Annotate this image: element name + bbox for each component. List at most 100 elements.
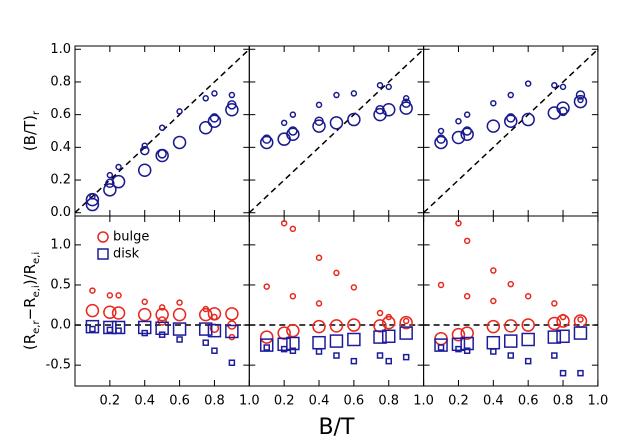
disk-marker — [202, 339, 209, 346]
disk-marker — [172, 322, 187, 336]
y-axis-label-part: )/R — [21, 264, 39, 285]
y-tick-label: 0.0 — [50, 205, 71, 220]
point-marker — [315, 300, 323, 307]
point-marker — [524, 80, 532, 87]
legend-label: disk — [113, 247, 140, 262]
point-marker — [401, 98, 411, 108]
disk-marker — [137, 320, 152, 335]
point-marker — [209, 113, 220, 123]
disk-marker — [463, 347, 471, 354]
point-marker — [106, 171, 114, 179]
disk-marker — [312, 335, 326, 350]
point-marker — [288, 126, 298, 136]
point-marker — [227, 100, 237, 110]
point-marker — [263, 283, 270, 290]
point-marker — [312, 119, 326, 133]
y-axis-label-part: r — [31, 110, 42, 115]
y-tick-label: 1.0 — [50, 237, 71, 252]
point-marker — [437, 127, 445, 135]
point-marker — [347, 318, 361, 332]
disk-marker — [402, 353, 410, 361]
disk-marker — [551, 352, 558, 359]
point-marker — [111, 306, 126, 320]
disk-marker — [198, 322, 213, 336]
point-marker — [158, 304, 166, 311]
point-marker — [141, 142, 148, 149]
x-tick-label: 0.6 — [518, 394, 539, 409]
point-marker — [314, 116, 324, 126]
point-marker — [556, 101, 570, 115]
point-marker — [103, 183, 117, 197]
point-marker — [350, 284, 358, 291]
point-marker — [463, 237, 471, 245]
point-marker — [137, 307, 152, 322]
point-marker — [556, 314, 570, 328]
disk-marker — [228, 359, 236, 366]
disk-marker — [347, 332, 361, 347]
disk-marker — [263, 344, 270, 351]
point-marker — [460, 127, 474, 142]
disk-marker — [286, 336, 300, 351]
x-tick-label: 0.4 — [134, 394, 155, 409]
disk-marker — [176, 336, 183, 343]
y-tick-label: 0.6 — [50, 107, 71, 122]
x-tick-label: 0.8 — [204, 394, 225, 409]
point-marker — [577, 316, 584, 323]
point-marker — [207, 114, 222, 128]
disk-marker — [85, 319, 100, 334]
disk-marker — [573, 326, 588, 340]
reference-line — [248, 48, 425, 214]
disk-marker — [106, 326, 114, 334]
x-tick-label: 0.4 — [483, 394, 504, 409]
panel: 0.2 0.4 0.6 0.8 1.0-0.50.00.51.0bulgedisk(Re… — [21, 215, 260, 409]
point-marker — [289, 292, 297, 300]
point-marker — [207, 307, 222, 321]
point-marker — [198, 307, 213, 322]
point-marker — [315, 101, 323, 109]
disk-marker — [329, 334, 344, 348]
disk-marker — [547, 330, 562, 344]
point-marker — [111, 174, 126, 189]
disk-marker — [455, 345, 462, 353]
disk-marker — [376, 352, 384, 359]
disk-marker — [280, 345, 288, 353]
point-marker — [524, 292, 532, 300]
y-axis-label: (Re,r−Re,i)/Re,i — [21, 252, 42, 350]
point-marker — [399, 315, 413, 330]
y-tick-label: 0.2 — [50, 173, 71, 188]
disk-marker — [577, 369, 584, 377]
y-axis-label-part: e,r — [31, 320, 42, 334]
point-marker — [261, 134, 272, 144]
disk-marker — [490, 348, 497, 355]
point-marker — [280, 119, 288, 127]
point-marker — [434, 135, 448, 150]
point-marker — [329, 116, 344, 130]
x-tick-label: 0.2 — [448, 394, 469, 409]
point-marker — [280, 219, 288, 227]
point-marker — [573, 94, 588, 109]
point-marker — [399, 101, 413, 115]
legend-marker — [97, 248, 109, 260]
disk-marker — [350, 357, 358, 365]
disk-marker — [486, 335, 501, 350]
point-marker — [225, 307, 239, 321]
x-axis-label: B/T — [318, 415, 355, 440]
point-marker — [402, 95, 410, 102]
point-marker — [376, 81, 384, 89]
disk-marker — [381, 329, 396, 344]
point-marker — [85, 197, 100, 212]
disk-marker — [524, 357, 532, 365]
y-tick-label: -0.5 — [46, 358, 71, 373]
point-marker — [329, 319, 344, 333]
point-marker — [460, 326, 474, 340]
y-tick-label: 1.0 — [50, 42, 71, 57]
axes-frame — [423, 215, 599, 387]
point-marker — [202, 95, 209, 102]
point-marker — [381, 103, 396, 117]
x-tick-label: 0.6 — [344, 394, 365, 409]
point-marker — [350, 90, 358, 97]
panel: 0.2 0.4 0.6 0.8 1.0 — [423, 215, 608, 409]
point-marker — [507, 280, 514, 288]
point-marker — [198, 120, 213, 135]
point-marker — [381, 315, 396, 330]
